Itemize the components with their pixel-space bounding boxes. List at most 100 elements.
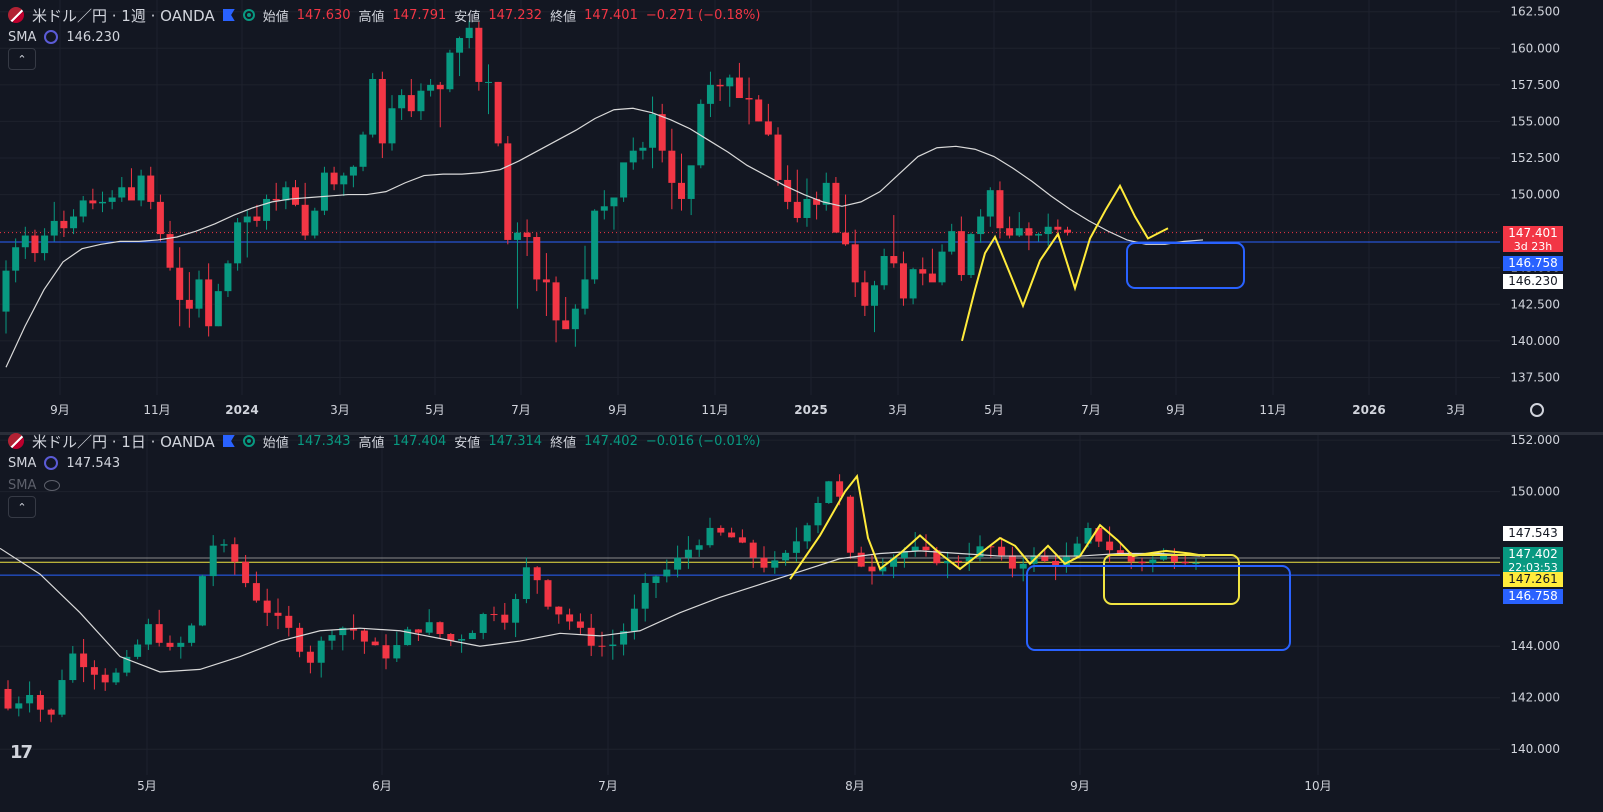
candle-body	[60, 220, 68, 229]
sma-line	[5, 107, 1204, 368]
candle-body	[242, 561, 250, 584]
sma-label[interactable]: SMA	[8, 29, 37, 45]
candle-body	[764, 121, 772, 135]
candle-body	[587, 627, 595, 646]
candle-body	[832, 182, 840, 233]
close-value: 147.401	[584, 7, 638, 23]
candle-body	[967, 234, 975, 276]
candle-body	[234, 222, 242, 264]
candle-body	[922, 546, 930, 551]
candle-body	[944, 560, 952, 564]
candle-body	[285, 615, 293, 628]
candle-body	[630, 608, 638, 632]
candle-body	[513, 232, 521, 240]
symbol-title[interactable]: 米ドル／円 · 1日 · OANDA	[32, 432, 215, 451]
candle-body	[1025, 228, 1033, 236]
candle-body	[987, 546, 995, 548]
price-tag-value: 147.261	[1508, 572, 1558, 586]
x-tick-label: 7月	[511, 403, 531, 417]
candle-body	[340, 175, 348, 185]
y-tick-label: 155.000	[1510, 114, 1560, 128]
collapse-icon[interactable]: ⌃	[8, 48, 36, 70]
x-tick-label: 10月	[1304, 779, 1331, 793]
daily-chart-canvas[interactable]: 152.000 150.000 144.000 142.000 140.000 5月 6月 7…	[0, 435, 1603, 812]
candle-body	[378, 79, 386, 144]
sma2-label[interactable]: SMA	[8, 477, 37, 493]
price-tag	[1503, 589, 1563, 604]
candle-body	[552, 282, 560, 321]
candle-body	[755, 99, 763, 122]
candle-body	[2, 270, 10, 312]
sma-settings-icon[interactable]	[44, 30, 59, 44]
y-tick-label: 162.500	[1510, 5, 1560, 19]
candle-body	[69, 653, 77, 681]
close-value: 147.402	[584, 433, 638, 449]
candle-body	[176, 267, 184, 300]
candle-body	[58, 680, 66, 715]
candle-body	[652, 576, 660, 583]
candle-body	[177, 642, 185, 647]
candle-body	[900, 550, 908, 558]
blue-flag-icon[interactable]	[222, 9, 235, 21]
y-tick-label: 140.000	[1510, 742, 1560, 756]
high-value: 147.404	[392, 433, 447, 449]
y-tick-label: 144.000	[1510, 639, 1560, 653]
candle-body	[404, 629, 412, 646]
candle-body	[4, 688, 12, 709]
candle-body	[658, 114, 666, 151]
candle-body	[609, 644, 617, 647]
candle-body	[814, 502, 822, 526]
candle-body	[976, 546, 984, 557]
x-tick-label: 7月	[1081, 403, 1101, 417]
candle-body	[610, 197, 618, 207]
candle-body	[447, 634, 455, 641]
eye-hidden-icon[interactable]	[44, 479, 61, 491]
daily-chart-pane[interactable]: 152.000 150.000 144.000 142.000 140.000 5月 6月 7…	[0, 433, 1603, 812]
candle-body	[479, 614, 487, 633]
candle-body	[243, 216, 251, 223]
candle-body	[296, 627, 304, 652]
candle-body	[555, 606, 563, 615]
settings-gear-icon[interactable]	[1530, 403, 1544, 417]
candle-body	[600, 206, 608, 211]
candle-body	[977, 216, 985, 235]
candle-body	[274, 612, 282, 616]
candle-body	[948, 231, 956, 252]
sma-label[interactable]: SMA	[8, 455, 37, 471]
pane-divider[interactable]	[0, 432, 1603, 435]
candle-body	[330, 172, 338, 185]
x-tick-label: 9月	[1166, 403, 1186, 417]
price-tag	[1503, 256, 1563, 271]
blue-flag-icon[interactable]	[222, 435, 235, 447]
candle-body	[253, 216, 261, 221]
x-tick-label: 3月	[888, 403, 908, 417]
x-tick-label: 6月	[372, 779, 392, 793]
x-tick-label: 5月	[425, 403, 445, 417]
weekly-chart-pane[interactable]: 162.500 160.000 157.500 155.000 152.500 150.0…	[0, 0, 1603, 433]
candle-body	[803, 198, 811, 218]
candle-body	[31, 235, 39, 254]
x-tick-label: 9月	[1070, 779, 1090, 793]
candle-body	[576, 621, 584, 628]
price-tag	[1503, 547, 1563, 573]
symbol-title[interactable]: 米ドル／円 · 1週 · OANDA	[32, 6, 215, 25]
sma-value: 146.230	[66, 29, 121, 45]
candle-body	[771, 560, 779, 568]
sma-settings-icon[interactable]	[44, 456, 59, 470]
candle-body	[231, 544, 239, 562]
blue-box-annotation	[1126, 242, 1245, 289]
candle-body	[1160, 555, 1168, 560]
candle-body	[490, 614, 498, 616]
candle-body	[349, 166, 357, 176]
candle-body	[436, 622, 444, 635]
weekly-chart-canvas[interactable]: 162.500 160.000 157.500 155.000 152.500 150.0…	[0, 0, 1603, 433]
x-tick-label: 5月	[984, 403, 1004, 417]
candle-body	[306, 651, 314, 663]
candle-body	[523, 232, 531, 237]
collapse-icon[interactable]: ⌃	[8, 496, 36, 518]
candle-body	[512, 599, 520, 623]
price-tag-value: 147.402	[1508, 547, 1558, 561]
candle-body	[871, 285, 878, 306]
tradingview-logo-icon[interactable]: 17	[10, 742, 33, 763]
candle-body	[861, 282, 869, 306]
